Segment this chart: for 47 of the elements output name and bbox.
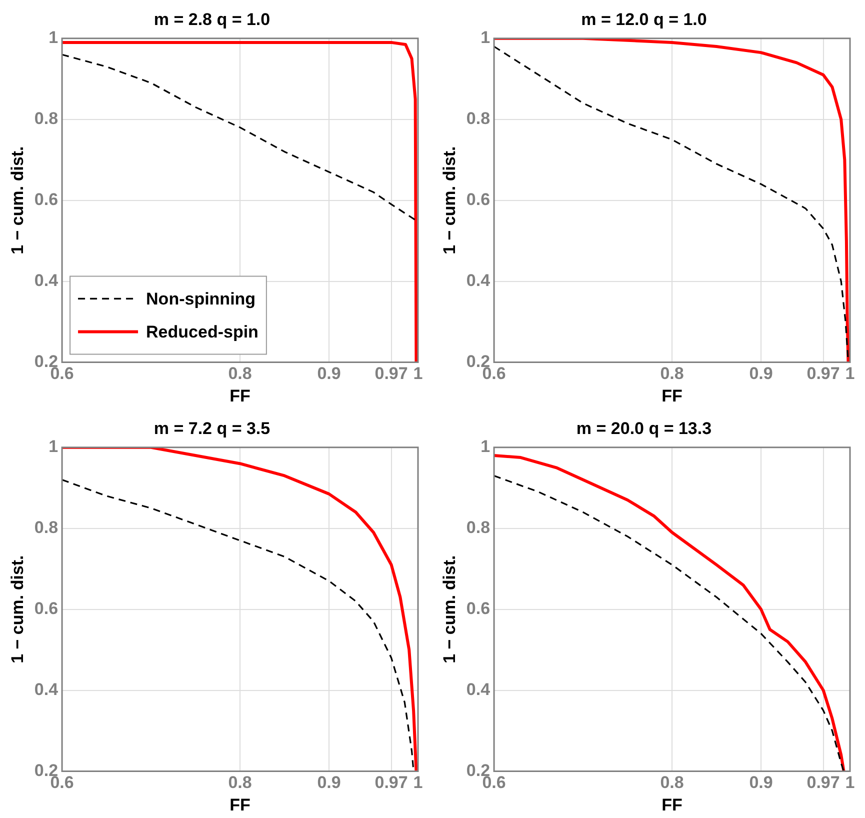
x-tick-label: 0.9 [317,364,341,384]
y-axis-title: 1 − cum. dist. [8,146,27,254]
y-tick-label: 0.8 [466,109,490,128]
y-tick-label: 0.8 [34,109,58,128]
x-tick-label: 0.8 [660,364,684,384]
y-tick-label: 0.6 [34,190,58,209]
y-axis-title: 1 − cum. dist. [440,146,459,254]
x-tick-label: 0.9 [317,773,341,792]
legend-label: Reduced-spin [146,322,258,342]
x-tick-label: 1 [845,364,855,384]
y-tick-label: 0.8 [34,518,58,538]
y-tick-label: 0.8 [466,518,490,538]
x-axis-title: FF [230,386,250,406]
x-tick-label: 1 [413,364,423,384]
y-tick-label: 1 [48,437,58,456]
x-tick-label: 0.8 [228,364,252,384]
y-tick-label: 0.4 [466,680,491,699]
chart-title: m = 7.2 q = 3.5 [154,418,270,438]
chart-title: m = 2.8 q = 1.0 [154,10,270,29]
chart-title: m = 20.0 q = 13.3 [576,418,712,438]
y-tick-label: 0.4 [34,680,59,699]
x-tick-label: 0.97 [806,364,840,384]
x-axis-title: FF [230,795,250,814]
y-axis-title: 1 − cum. dist. [440,555,459,664]
x-tick-label: 0.9 [749,773,773,792]
x-tick-label: 0.8 [660,773,684,792]
y-tick-label: 0.4 [34,270,59,290]
line-series [62,54,418,222]
x-tick-label: 0.9 [749,364,773,384]
x-tick-label: 0.97 [374,364,408,384]
y-tick-label: 0.6 [466,598,490,618]
y-tick-label: 0.4 [466,270,491,290]
x-axis-title: FF [662,386,682,406]
legend-label: Non-spinning [146,289,256,308]
x-axis-title: FF [662,795,682,814]
x-tick-label: 0.97 [374,773,408,792]
chart-title: m = 12.0 q = 1.0 [581,10,707,29]
y-tick-label: 0.6 [466,190,490,209]
x-tick-label: 0.8 [228,773,252,792]
y-tick-label: 1 [480,437,490,456]
x-tick-label: 1 [845,773,855,792]
x-tick-label: 0.97 [806,773,840,792]
y-tick-label: 0.6 [34,598,58,618]
y-tick-label: 1 [48,28,58,48]
y-axis-title: 1 − cum. dist. [8,555,27,664]
x-tick-label: 1 [413,773,423,792]
y-tick-label: 1 [480,28,490,48]
